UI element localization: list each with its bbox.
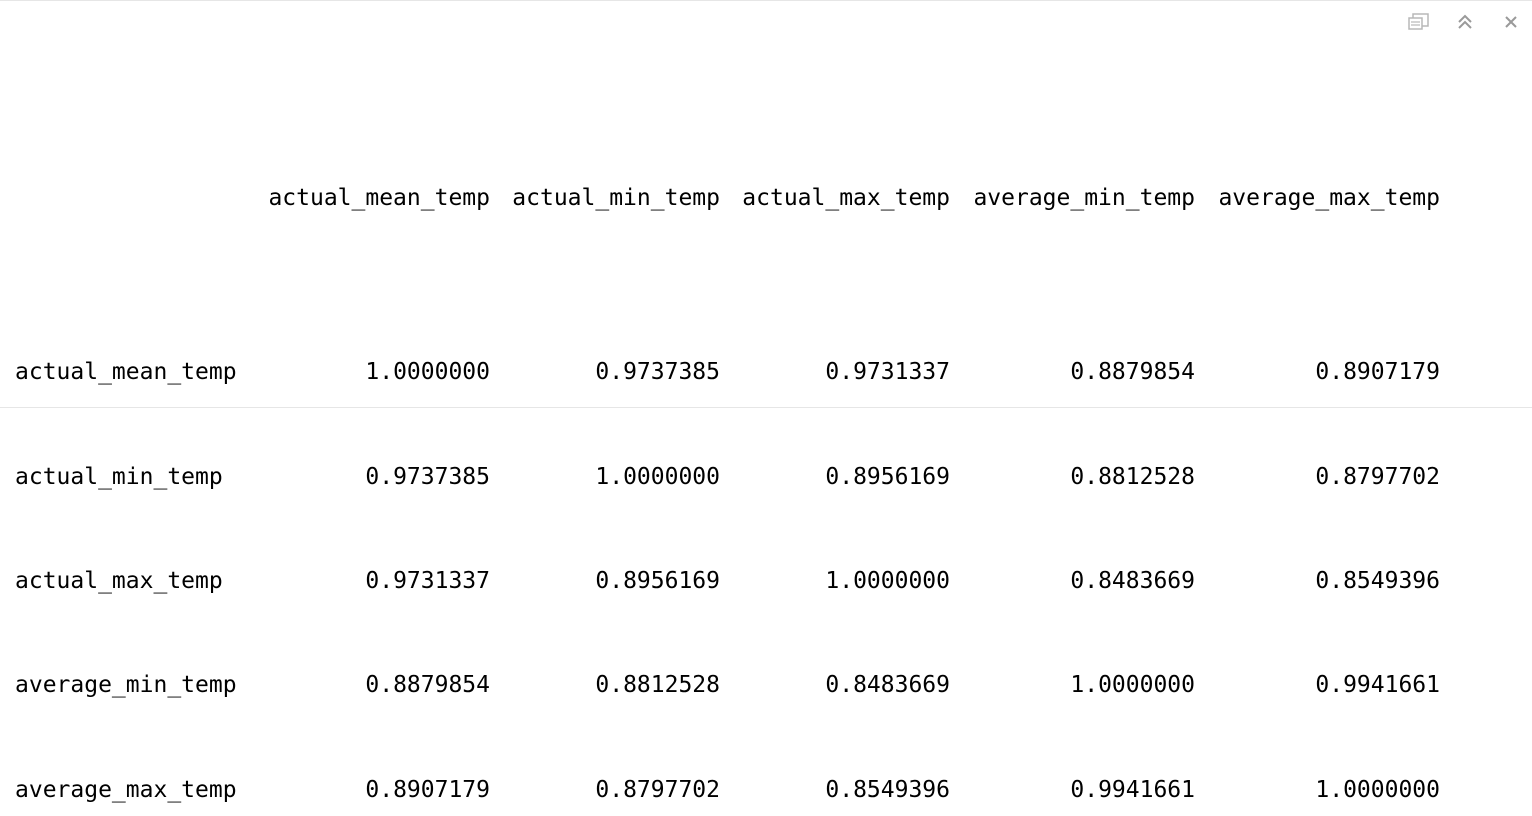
matrix-value: 0.8907179 [1315,359,1440,386]
collapse-button[interactable] [1452,11,1478,37]
close-button[interactable] [1498,11,1524,37]
close-icon [1503,14,1519,34]
matrix-value: 1.0000000 [595,463,720,490]
row-label: actual_mean_temp [15,359,237,386]
matrix-value: 0.8812528 [1070,463,1195,490]
collapse-icon [1456,13,1474,35]
row-label: average_max_temp [15,776,237,803]
column-header: average_min_temp [973,185,1195,212]
show-in-new-window-icon [1408,13,1430,35]
row-label: actual_max_temp [15,567,223,594]
matrix-value: 1.0000000 [365,359,490,386]
matrix-value: 0.8956169 [825,463,950,490]
matrix-header-row: actual_mean_temp actual_min_temp actual_… [15,181,1440,216]
column-header: actual_mean_temp [268,185,490,212]
matrix-value: 1.0000000 [1070,672,1195,699]
matrix-value: 0.8797702 [1315,463,1440,490]
matrix-value: 0.8907179 [365,776,490,803]
matrix-value: 0.8812528 [595,672,720,699]
matrix-value: 0.9731337 [365,567,490,594]
matrix-value: 0.9731337 [825,359,950,386]
row-label: actual_min_temp [15,463,223,490]
header-corner [15,181,260,216]
matrix-value: 0.8956169 [595,567,720,594]
column-header: average_max_temp [1218,185,1440,212]
matrix-value: 0.8483669 [825,672,950,699]
matrix-row: average_min_temp 0.8879854 0.8812528 0.8… [15,668,1440,703]
matrix-value: 0.8797702 [595,776,720,803]
matrix-value: 0.9737385 [595,359,720,386]
row-label: average_min_temp [15,672,237,699]
column-header: actual_min_temp [512,185,720,212]
matrix-row: actual_min_temp 0.9737385 1.0000000 0.89… [15,460,1440,495]
matrix-value: 0.8483669 [1070,567,1195,594]
matrix-value: 0.9941661 [1315,672,1440,699]
matrix-value: 0.8879854 [1070,359,1195,386]
show-in-new-window-button[interactable] [1406,11,1432,37]
output-toolbar [1406,11,1524,37]
matrix-value: 0.8549396 [825,776,950,803]
column-header: actual_max_temp [742,185,950,212]
matrix-value: 0.8879854 [365,672,490,699]
matrix-value: 0.9737385 [365,463,490,490]
matrix-row: average_max_temp 0.8907179 0.8797702 0.8… [15,773,1440,808]
matrix-value: 1.0000000 [825,567,950,594]
matrix-row: actual_mean_temp 1.0000000 0.9737385 0.9… [15,355,1440,390]
matrix-row: actual_max_temp 0.9731337 0.8956169 1.00… [15,564,1440,599]
correlation-matrix-output: actual_mean_temp actual_min_temp actual_… [15,42,1440,816]
matrix-value: 0.8549396 [1315,567,1440,594]
matrix-value: 1.0000000 [1315,776,1440,803]
matrix-value: 0.9941661 [1070,776,1195,803]
